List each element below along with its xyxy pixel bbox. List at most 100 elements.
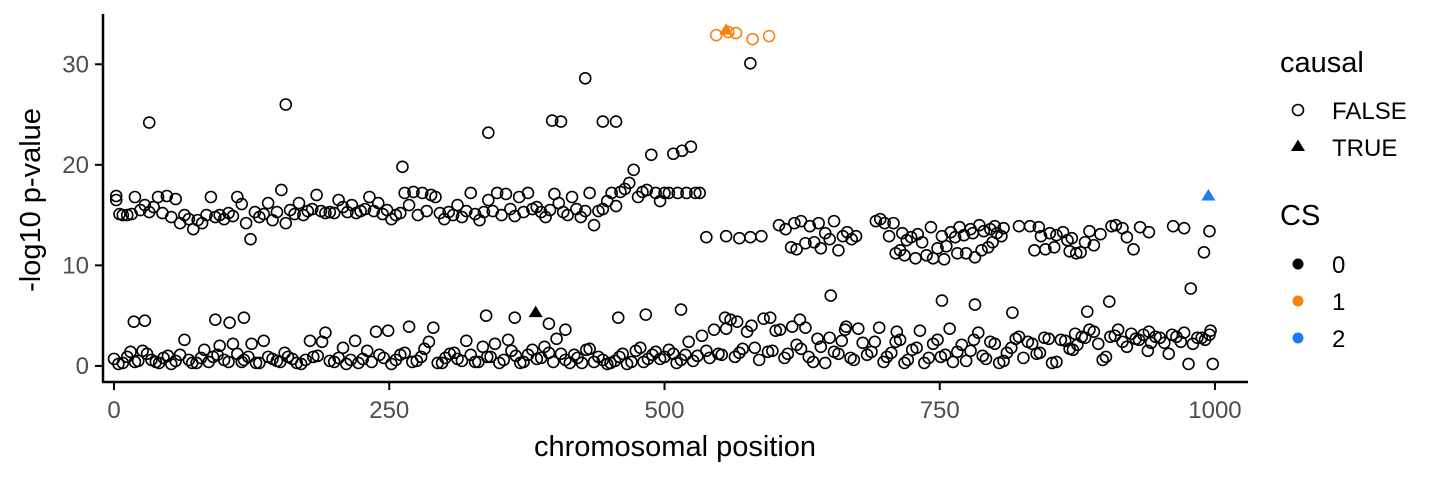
data-point xyxy=(136,344,149,358)
data-point xyxy=(517,205,530,219)
legend-title-cs: CS xyxy=(1280,200,1320,232)
data-point xyxy=(571,351,584,365)
data-point xyxy=(299,353,312,367)
data-point xyxy=(1158,336,1171,350)
data-point xyxy=(332,351,345,365)
data-point xyxy=(856,336,869,350)
data-point xyxy=(769,324,782,338)
data-point xyxy=(1050,228,1063,242)
data-point xyxy=(935,294,949,307)
data-point xyxy=(336,341,350,355)
data-point xyxy=(909,252,922,265)
data-point xyxy=(627,163,640,177)
data-point xyxy=(530,352,544,366)
data-point xyxy=(620,357,634,371)
data-point xyxy=(762,29,776,43)
data-point xyxy=(979,352,993,366)
data-point xyxy=(1047,240,1061,254)
data-point xyxy=(1162,347,1176,361)
data-point xyxy=(138,198,152,212)
data-point xyxy=(1182,357,1195,371)
data-point xyxy=(671,186,685,200)
data-point xyxy=(305,202,319,216)
data-point xyxy=(707,323,721,337)
data-point xyxy=(546,355,560,369)
data-point xyxy=(1141,344,1155,358)
data-point xyxy=(827,345,841,359)
data-point xyxy=(138,314,152,327)
data-point xyxy=(257,334,271,348)
data-point xyxy=(755,229,768,243)
data-point xyxy=(814,340,828,354)
data-point xyxy=(832,243,845,257)
data-point xyxy=(712,347,725,361)
data-point xyxy=(976,349,989,363)
data-point xyxy=(728,350,742,364)
data-point xyxy=(872,321,886,335)
data-point xyxy=(1000,346,1014,360)
data-point xyxy=(344,353,358,367)
data-point xyxy=(1177,221,1191,235)
data-point xyxy=(609,115,623,128)
data-point xyxy=(992,356,1006,370)
data-point xyxy=(814,241,828,255)
data-point xyxy=(217,353,231,367)
data-point xyxy=(550,332,563,346)
data-point xyxy=(578,204,592,218)
data-point xyxy=(904,230,918,244)
data-point xyxy=(779,222,792,236)
data-point xyxy=(934,350,948,364)
data-point xyxy=(877,355,890,369)
y-tick-label: 10 xyxy=(62,252,89,279)
data-point xyxy=(578,72,592,85)
data-point xyxy=(686,354,700,368)
data-point xyxy=(1042,332,1056,346)
data-point xyxy=(835,334,849,348)
data-point xyxy=(818,356,832,370)
data-point xyxy=(1124,327,1138,341)
data-point xyxy=(860,348,874,362)
data-point xyxy=(799,236,812,250)
data-point xyxy=(178,333,191,347)
data-point xyxy=(426,321,440,335)
data-point xyxy=(609,199,623,213)
data-point xyxy=(674,303,688,316)
data-point xyxy=(223,316,236,329)
data-point xyxy=(323,354,337,368)
data-point xyxy=(495,208,508,222)
data-point xyxy=(239,216,253,230)
data-point xyxy=(554,115,568,128)
data-point xyxy=(1032,220,1046,234)
data-point xyxy=(689,186,702,200)
data-point xyxy=(761,345,775,359)
data-point xyxy=(946,355,960,369)
data-point xyxy=(583,186,596,200)
data-point xyxy=(823,232,836,246)
data-point xyxy=(1083,323,1096,337)
data-point xyxy=(730,315,744,328)
data-point xyxy=(292,196,306,210)
data-point xyxy=(169,192,182,206)
data-point xyxy=(695,329,709,343)
data-point xyxy=(182,353,196,367)
data-point xyxy=(446,208,460,222)
data-point xyxy=(920,249,933,262)
data-point xyxy=(182,212,196,226)
data-point xyxy=(937,253,951,266)
data-point xyxy=(402,320,416,333)
data-point xyxy=(418,342,431,356)
data-point xyxy=(1068,327,1082,341)
data-point xyxy=(951,247,964,260)
data-point xyxy=(363,190,376,204)
data-point xyxy=(147,200,160,214)
data-point xyxy=(644,148,658,162)
data-point xyxy=(964,344,977,358)
data-point xyxy=(873,212,887,226)
data-point xyxy=(484,350,497,364)
data-point xyxy=(680,186,693,200)
data-point xyxy=(194,351,208,365)
data-point xyxy=(640,183,654,197)
data-point xyxy=(545,114,559,127)
data-point xyxy=(1109,218,1123,232)
data-point xyxy=(559,323,572,337)
